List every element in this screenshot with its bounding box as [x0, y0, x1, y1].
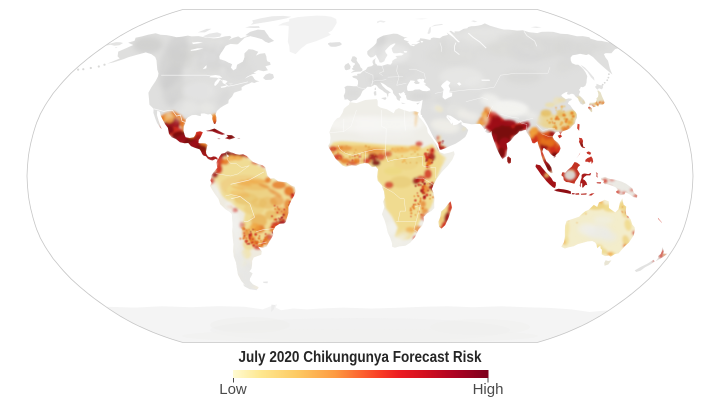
svg-text:July 2020 Chikungunya Forecast: July 2020 Chikungunya Forecast Risk — [239, 349, 482, 366]
svg-text:High: High — [473, 381, 504, 398]
svg-text:Low: Low — [219, 381, 247, 398]
